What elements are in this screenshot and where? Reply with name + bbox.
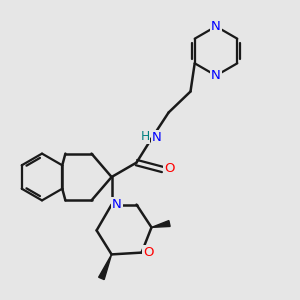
Polygon shape	[99, 254, 112, 280]
Text: O: O	[164, 161, 175, 175]
Text: N: N	[211, 69, 221, 82]
Text: O: O	[143, 246, 153, 259]
Text: N: N	[211, 20, 221, 33]
Text: N: N	[112, 198, 122, 211]
Text: N: N	[152, 130, 162, 144]
Polygon shape	[152, 220, 170, 227]
Text: H: H	[140, 130, 149, 143]
